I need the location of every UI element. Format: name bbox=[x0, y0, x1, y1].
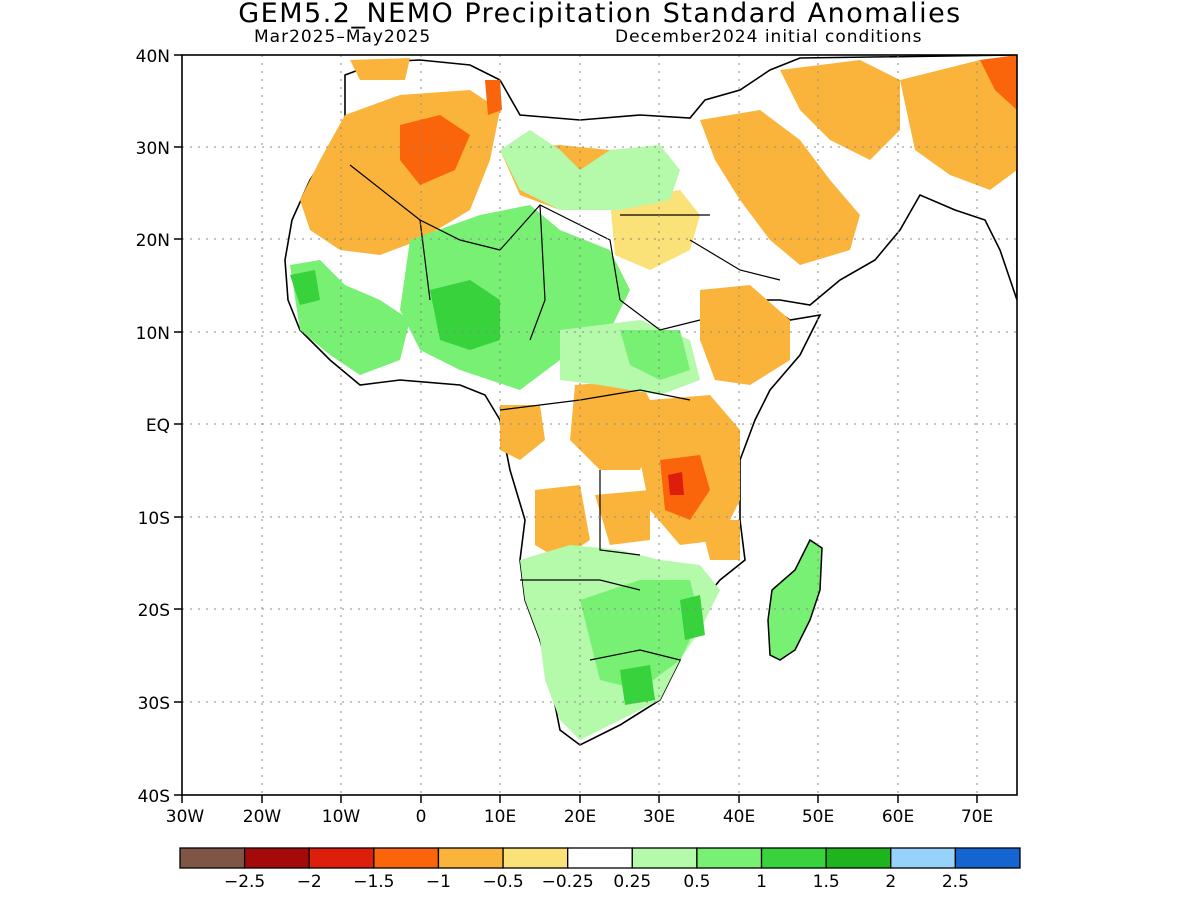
lat-label: 10S bbox=[138, 509, 170, 529]
lon-label: 30E bbox=[643, 807, 675, 827]
latitude-axis bbox=[174, 54, 182, 796]
lon-label: 20E bbox=[564, 807, 596, 827]
colorbar-swatch bbox=[696, 847, 763, 869]
map-plot-area bbox=[284, 55, 1017, 746]
lon-label: 10E bbox=[484, 807, 516, 827]
colorbar-label: 2 bbox=[885, 872, 896, 892]
colorbar-label: 2.5 bbox=[942, 872, 969, 892]
colorbar-label: −2 bbox=[297, 872, 322, 892]
lat-label: EQ bbox=[146, 416, 170, 436]
colorbar-swatch bbox=[760, 847, 827, 869]
madagascar bbox=[767, 538, 823, 661]
map-title: GEM5.2_NEMO Precipitation Standard Anoma… bbox=[238, 0, 962, 29]
colorbar-swatch bbox=[825, 847, 892, 869]
colorbar-label: −0.25 bbox=[542, 872, 594, 892]
lat-label: 30S bbox=[138, 694, 170, 714]
lon-label: 30W bbox=[166, 807, 205, 827]
initial-conditions-label: December2024 initial conditions bbox=[615, 27, 923, 47]
latitude-labels: 40N 30N 20N 10N EQ 10S 20S 30S 40S bbox=[136, 47, 170, 807]
colorbar-label: −2.5 bbox=[224, 872, 265, 892]
lon-label: 0 bbox=[416, 807, 427, 827]
longitude-labels: 30W 20W 10W 0 10E 20E 30E 40E 50E 60E 70… bbox=[166, 807, 993, 827]
colorbar-label: −0.5 bbox=[482, 872, 523, 892]
lon-label: 70E bbox=[961, 807, 993, 827]
lat-label: 20N bbox=[136, 231, 170, 251]
colorbar-label: 0.5 bbox=[683, 872, 710, 892]
lon-label: 60E bbox=[882, 807, 914, 827]
colorbar-swatch bbox=[437, 847, 504, 869]
lon-label: 10W bbox=[322, 807, 361, 827]
colorbar-swatch bbox=[631, 847, 698, 869]
country-borders bbox=[349, 164, 781, 661]
colorbar-label: 1 bbox=[756, 872, 767, 892]
graticule bbox=[182, 55, 1017, 795]
lon-label: 40E bbox=[723, 807, 755, 827]
colorbar-swatch bbox=[954, 847, 1021, 869]
colorbar-swatch bbox=[179, 847, 246, 869]
lat-label: 10N bbox=[136, 324, 170, 344]
lat-label: 40N bbox=[136, 47, 170, 67]
lon-label: 50E bbox=[802, 807, 834, 827]
lon-label: 20W bbox=[243, 807, 282, 827]
colorbar-swatch bbox=[502, 847, 569, 869]
forecast-period: Mar2025–May2025 bbox=[254, 27, 432, 47]
lat-label: 30N bbox=[136, 139, 170, 159]
colorbar-labels: −2.5 −2 −1.5 −1 −0.5 −0.25 0.25 0.5 1 1.5 2 2.5 bbox=[224, 872, 969, 892]
lat-label: 20S bbox=[138, 601, 170, 621]
lat-label: 40S bbox=[138, 787, 170, 807]
colorbar-swatch bbox=[373, 847, 440, 869]
colorbar-swatch bbox=[890, 847, 957, 869]
colorbar-label: 1.5 bbox=[813, 872, 840, 892]
colorbar-label: −1 bbox=[426, 872, 451, 892]
map-frame bbox=[181, 54, 1018, 796]
colorbar-swatch bbox=[308, 847, 375, 869]
colorbar-label: 0.25 bbox=[613, 872, 651, 892]
longitude-axis bbox=[181, 795, 978, 803]
colorbar-swatch bbox=[567, 847, 633, 869]
colorbar-swatch bbox=[243, 847, 310, 869]
colorbar bbox=[179, 847, 1021, 869]
colorbar-label: −1.5 bbox=[353, 872, 394, 892]
